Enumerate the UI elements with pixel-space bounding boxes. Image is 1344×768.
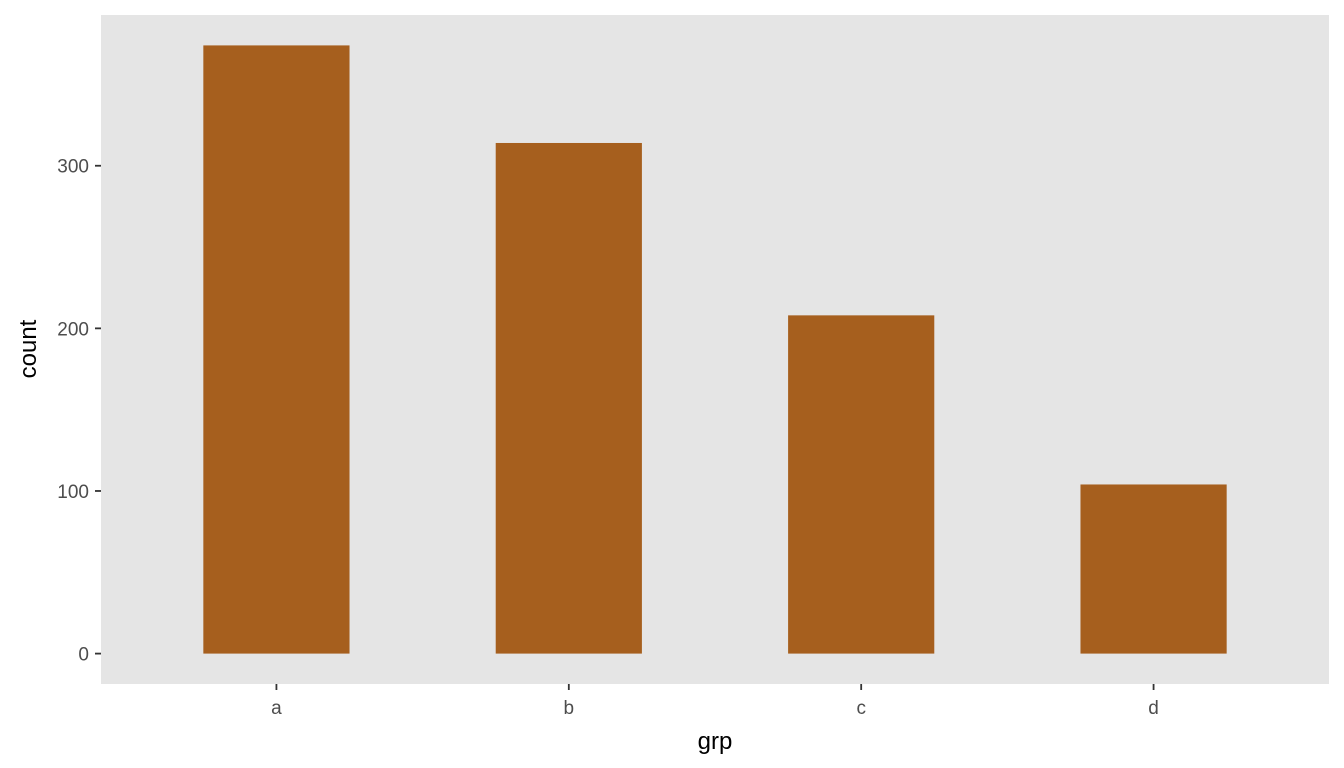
y-axis: 0 100 200 300 [57, 157, 101, 666]
y-tick-label: 0 [78, 645, 89, 666]
bar-c [788, 315, 935, 654]
x-tick-label: d [1148, 698, 1159, 719]
x-axis-title: grp [698, 728, 733, 755]
y-tick-label: 200 [57, 319, 89, 340]
x-tick-label: c [856, 698, 866, 719]
y-tick-label: 300 [57, 157, 89, 178]
bar-b [495, 142, 642, 654]
x-tick-label: b [564, 698, 575, 719]
bar-a [203, 45, 350, 654]
bar-layer [203, 45, 1227, 654]
bar-d [1080, 484, 1227, 654]
x-tick-label: a [271, 698, 282, 719]
y-tick-label: 100 [57, 482, 89, 503]
y-axis-title: count [15, 319, 42, 378]
x-axis: a b c d [271, 684, 1159, 719]
